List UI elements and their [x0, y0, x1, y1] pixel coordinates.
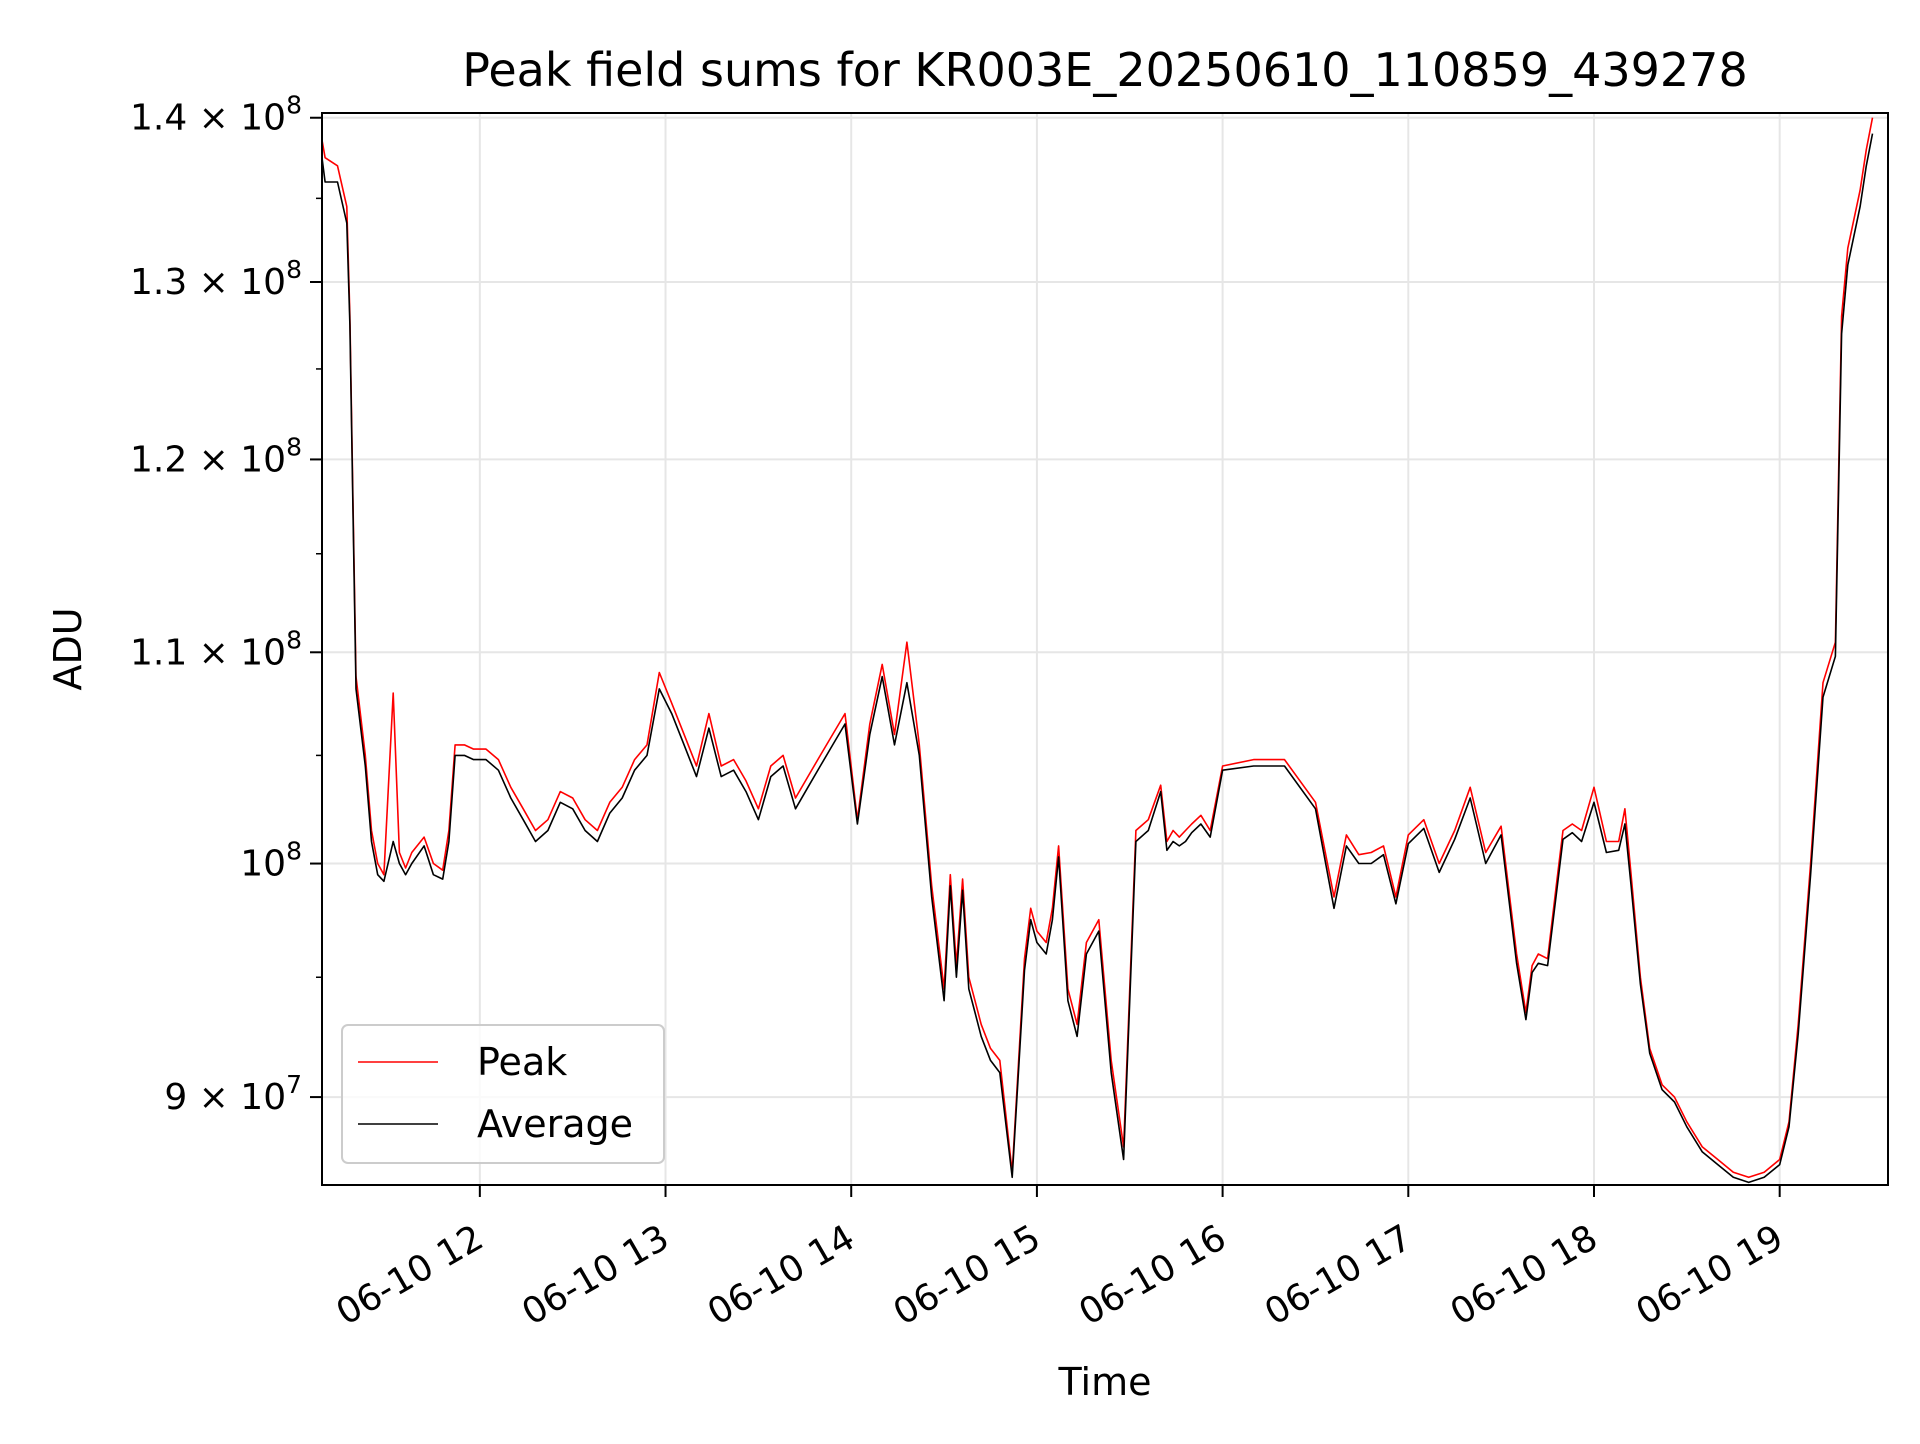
y-tick-label: 1.4 × 108 — [130, 91, 302, 139]
x-tick-label: 06-10 17 — [1258, 1217, 1419, 1333]
plot-frame — [321, 112, 1889, 1186]
y-tick-label: 1.2 × 108 — [130, 432, 302, 480]
x-tick-label: 06-10 15 — [887, 1217, 1048, 1333]
chart-title: Peak field sums for KR003E_20250610_1108… — [462, 43, 1747, 97]
series-line-average — [321, 133, 1874, 1184]
y-tick-label: 1.3 × 108 — [130, 255, 302, 303]
legend-label-peak: Peak — [477, 1040, 567, 1084]
y-axis-label: ADU — [46, 607, 90, 690]
x-tick-label: 06-10 18 — [1444, 1217, 1605, 1333]
x-tick-label: 06-10 12 — [330, 1217, 491, 1333]
legend-box — [341, 1024, 665, 1164]
legend-label-average: Average — [477, 1102, 633, 1146]
x-tick-label: 06-10 14 — [701, 1217, 862, 1333]
legend: Peak Average — [341, 1024, 665, 1164]
x-tick-label: 06-10 16 — [1072, 1217, 1233, 1333]
x-axis-label: Time — [1058, 1360, 1152, 1404]
x-tick-label: 06-10 19 — [1630, 1217, 1791, 1333]
y-tick-label: 1.1 × 108 — [130, 625, 302, 673]
series-layer — [321, 117, 1874, 1184]
grid-layer — [322, 113, 1888, 1185]
y-tick-label: 108 — [240, 837, 302, 885]
series-line-peak — [321, 117, 1874, 1179]
y-tick-label: 9 × 107 — [164, 1070, 302, 1118]
x-tick-label: 06-10 13 — [515, 1217, 676, 1333]
